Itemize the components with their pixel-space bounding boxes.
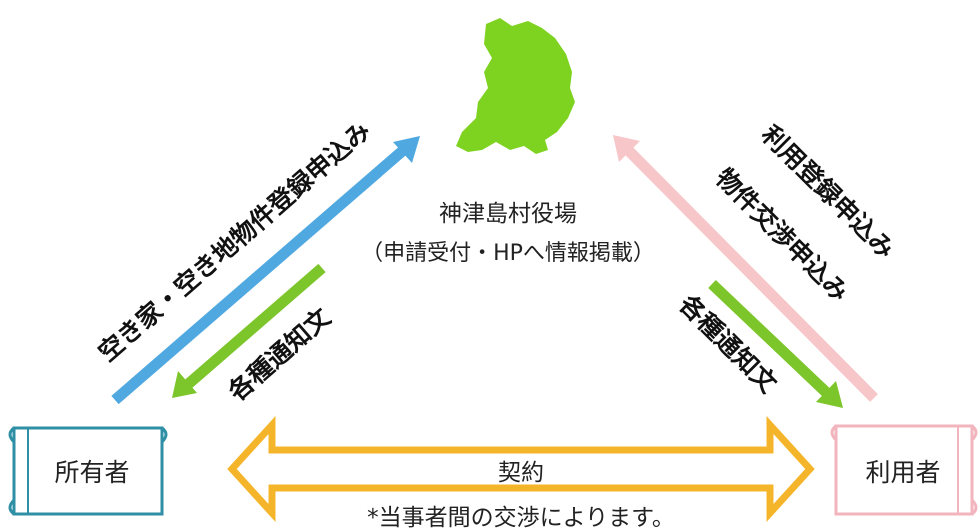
owner-registration-label: 空き家・空き地物件登録申込み [93, 116, 376, 368]
office-title: 神津島村役場 [439, 201, 577, 227]
user-scroll [830, 424, 978, 516]
office-to-user-arrowhead [816, 381, 843, 408]
contract-note: *当事者間の交渉によります。 [367, 505, 675, 531]
user-label: 利用者 [865, 458, 940, 487]
owner-scroll [8, 426, 168, 516]
contract-label: 契約 [498, 460, 544, 486]
office-to-owner-arrow [182, 263, 326, 391]
island-map-icon [456, 18, 575, 154]
owner-to-office-arrowhead [393, 136, 420, 163]
office-to-owner-arrowhead [172, 371, 197, 398]
user-to-office-arrowhead [613, 135, 640, 162]
owner-notice-label: 各種通知文 [222, 302, 337, 407]
office-to-user-arrow [708, 280, 834, 400]
office-subtitle: （申請受付・HPへ情報掲載） [361, 241, 655, 266]
owner-label: 所有者 [54, 458, 129, 487]
contract-double-arrow [227, 415, 815, 523]
user-to-office-arrow [622, 144, 878, 402]
owner-to-office-arrow [111, 142, 411, 405]
